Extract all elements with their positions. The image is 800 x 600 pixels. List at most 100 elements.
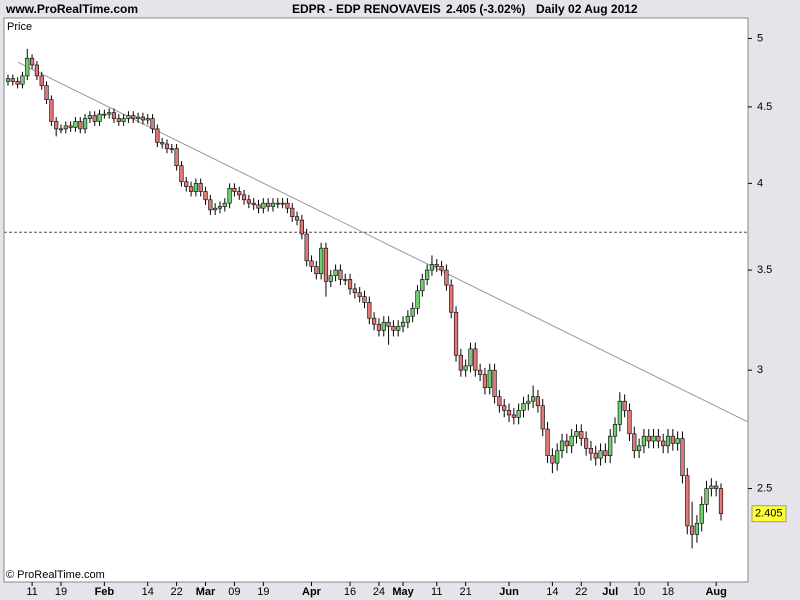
candle-body — [381, 321, 386, 331]
last-price: 2.405 — [755, 508, 783, 520]
footer: © ProRealTime.com — [6, 569, 105, 581]
candle-body — [97, 113, 102, 122]
candle-body — [39, 75, 44, 86]
candle-body — [656, 435, 661, 442]
candle-body — [63, 125, 68, 130]
candle-body — [714, 485, 719, 489]
candle-body — [511, 414, 516, 418]
candle-body — [222, 202, 227, 207]
candle-body — [150, 118, 155, 130]
candle-body — [627, 410, 632, 435]
candle-body — [622, 400, 627, 411]
candle-body — [15, 81, 20, 85]
y-tick-label: 2.5 — [757, 482, 772, 494]
y-tick-label: 3.5 — [757, 264, 772, 276]
candle-body — [463, 365, 468, 371]
candle-body — [545, 428, 550, 456]
candle-body — [304, 233, 309, 262]
x-tick-label: 16 — [344, 586, 356, 598]
candle-body — [468, 348, 473, 367]
candle-body — [78, 121, 83, 130]
x-tick-label: May — [392, 586, 414, 598]
candle-body — [372, 317, 377, 325]
candle-body — [617, 400, 622, 425]
candle-body — [188, 186, 194, 192]
candle-body — [685, 475, 690, 527]
candle-body — [410, 307, 415, 317]
candle-body — [425, 269, 430, 280]
candle-body — [179, 165, 184, 183]
candle-body — [637, 445, 642, 452]
candle-body — [357, 292, 362, 297]
y-tick-label: 4 — [757, 177, 763, 189]
candle-body — [521, 403, 526, 411]
candle-body — [502, 405, 507, 411]
candle-body — [294, 216, 300, 221]
candle-body — [535, 396, 541, 407]
candle-body — [559, 440, 565, 452]
y-tick-label: 5 — [757, 32, 763, 44]
candle-body — [506, 410, 512, 416]
candle-body — [323, 247, 329, 282]
candle-body — [164, 143, 170, 149]
x-tick-label: 09 — [228, 586, 240, 598]
candle-body — [362, 296, 367, 303]
x-tick-label: 14 — [142, 586, 154, 598]
candle-body — [439, 266, 444, 271]
candle-body — [347, 279, 353, 290]
candle-body — [20, 75, 25, 85]
candle-body — [309, 260, 314, 267]
candle-body — [338, 269, 343, 280]
candle-body — [718, 488, 724, 515]
quote: 2.405 (-3.02%) — [446, 2, 525, 16]
candle-body — [135, 116, 141, 119]
candle-body — [391, 325, 396, 331]
candle-body — [482, 374, 488, 389]
candle-body — [227, 187, 232, 204]
candle-body — [579, 431, 584, 439]
candle-body — [449, 284, 454, 313]
x-tick-label: Jul — [602, 586, 618, 598]
trend-line — [17, 61, 749, 423]
candle-body — [444, 269, 449, 286]
x-tick-label: 19 — [257, 586, 269, 598]
candle-body — [261, 202, 266, 209]
x-tick-label: Feb — [95, 586, 115, 598]
candle-body — [598, 450, 603, 459]
candle-body — [270, 202, 276, 207]
candle-body — [699, 504, 704, 524]
candle-body — [160, 142, 165, 145]
candle-body — [429, 264, 435, 271]
candle-body — [237, 191, 242, 196]
candle-body — [516, 410, 521, 418]
y-tick-label: 4.5 — [757, 101, 772, 113]
candle-body — [102, 113, 107, 116]
candle-body — [92, 115, 97, 122]
candle-body — [44, 85, 49, 100]
candle-body — [328, 275, 333, 282]
candle-body — [473, 348, 478, 371]
candle-body — [111, 112, 117, 119]
candle-body — [208, 199, 213, 211]
x-tick-label: 22 — [170, 586, 182, 598]
x-tick-label: 18 — [662, 586, 674, 598]
candle-body — [275, 202, 280, 205]
candle-body — [58, 128, 64, 131]
candle-body — [588, 447, 594, 454]
candle-body — [641, 435, 647, 447]
x-tick-label: 22 — [575, 586, 587, 598]
candle-body — [396, 325, 401, 331]
candle-body — [603, 450, 608, 456]
candle-body — [232, 187, 237, 192]
candle-body — [694, 522, 700, 535]
plot-area — [3, 17, 749, 583]
x-tick-label: 19 — [55, 586, 67, 598]
candle-body — [184, 181, 189, 187]
candle-body — [386, 321, 391, 327]
candle-body — [569, 435, 574, 447]
candle-body — [574, 431, 579, 437]
candle-body — [169, 148, 174, 150]
candle-body — [25, 57, 30, 77]
candle-body — [689, 525, 695, 535]
